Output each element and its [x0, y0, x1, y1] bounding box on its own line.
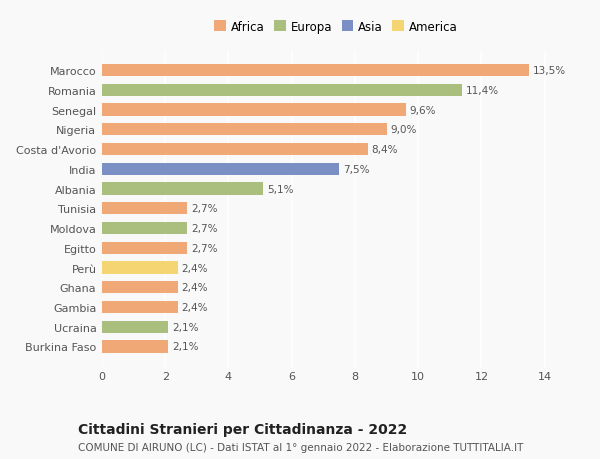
Text: 11,4%: 11,4%	[466, 86, 499, 95]
Bar	[102, 321, 169, 333]
Bar	[102, 163, 339, 175]
Bar	[102, 104, 406, 117]
Text: COMUNE DI AIRUNO (LC) - Dati ISTAT al 1° gennaio 2022 - Elaborazione TUTTITALIA.: COMUNE DI AIRUNO (LC) - Dati ISTAT al 1°…	[78, 442, 523, 452]
Bar	[102, 144, 368, 156]
Text: 8,4%: 8,4%	[371, 145, 398, 155]
Bar	[102, 281, 178, 294]
Text: 2,1%: 2,1%	[172, 322, 199, 332]
Bar	[102, 124, 386, 136]
Bar	[102, 65, 529, 77]
Bar	[102, 242, 187, 254]
Legend: Africa, Europa, Asia, America: Africa, Europa, Asia, America	[212, 18, 460, 36]
Bar	[102, 203, 187, 215]
Text: 2,7%: 2,7%	[191, 204, 218, 214]
Text: 2,4%: 2,4%	[182, 302, 208, 312]
Text: Cittadini Stranieri per Cittadinanza - 2022: Cittadini Stranieri per Cittadinanza - 2…	[78, 422, 407, 436]
Text: 2,7%: 2,7%	[191, 243, 218, 253]
Bar	[102, 262, 178, 274]
Bar	[102, 301, 178, 313]
Text: 9,6%: 9,6%	[409, 106, 436, 115]
Bar	[102, 341, 169, 353]
Text: 5,1%: 5,1%	[267, 184, 293, 194]
Bar	[102, 183, 263, 195]
Bar	[102, 223, 187, 235]
Text: 7,5%: 7,5%	[343, 164, 370, 174]
Text: 2,7%: 2,7%	[191, 224, 218, 234]
Text: 2,4%: 2,4%	[182, 263, 208, 273]
Text: 2,1%: 2,1%	[172, 341, 199, 352]
Bar	[102, 84, 463, 97]
Text: 2,4%: 2,4%	[182, 283, 208, 292]
Text: 13,5%: 13,5%	[533, 66, 566, 76]
Text: 9,0%: 9,0%	[391, 125, 417, 135]
